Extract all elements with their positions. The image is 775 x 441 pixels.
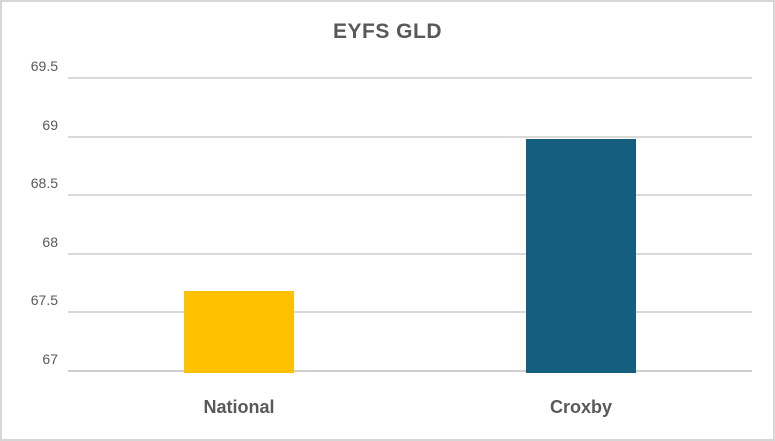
plot-area: [68, 77, 752, 373]
gridline: [68, 194, 752, 197]
bar-national: [184, 290, 294, 373]
x-axis: National Croxby: [68, 373, 752, 423]
y-axis: 67 67.5 68 68.5 69 69.5: [2, 59, 58, 373]
y-axis-tick-label: 69.5: [30, 58, 58, 74]
y-axis-tick-label: 67.5: [30, 292, 58, 309]
y-axis-tick-label: 68: [42, 233, 58, 250]
x-axis-category-label: Croxby: [549, 397, 613, 417]
gridline: [68, 311, 752, 314]
bar-croxby: [526, 138, 636, 373]
chart-title: EYFS GLD: [332, 20, 442, 43]
x-axis-line: [68, 370, 752, 372]
y-axis-tick-label: 67: [42, 351, 58, 367]
gridline: [68, 252, 752, 255]
y-axis-tick-label: 68.5: [30, 175, 58, 192]
y-axis-tick-label: 69: [42, 116, 58, 133]
x-axis-category-label: National: [203, 397, 275, 417]
gridline: [68, 77, 752, 79]
gridline: [68, 135, 752, 138]
